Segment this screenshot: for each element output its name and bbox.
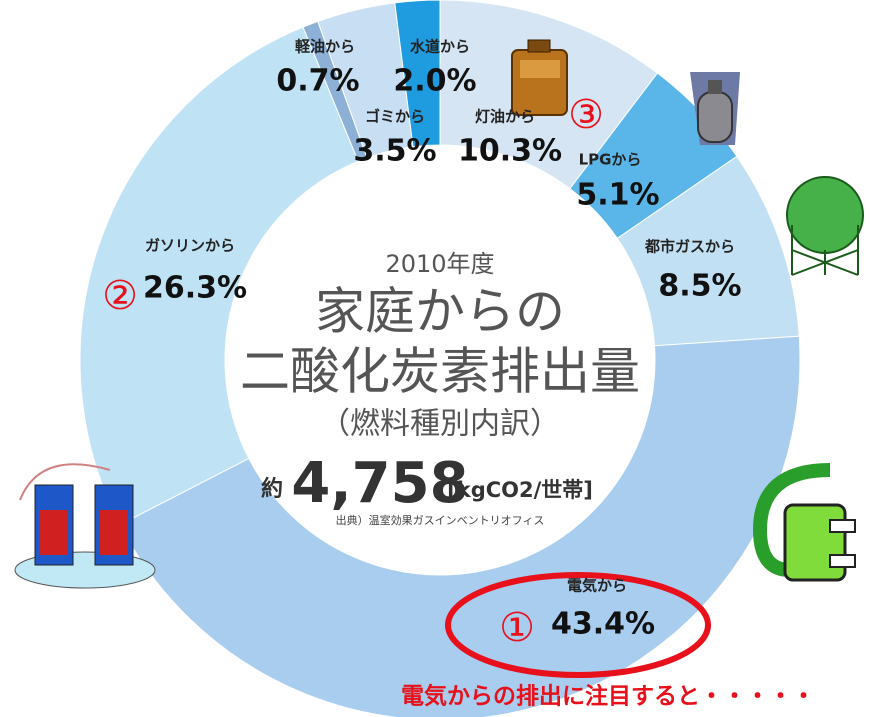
- value-label: 26.3%: [143, 271, 247, 306]
- segment-name: 電気から: [567, 577, 627, 595]
- annotation: ③: [568, 92, 604, 138]
- value-label: 3.5%: [353, 134, 436, 169]
- highlight-ellipse: [445, 572, 711, 678]
- donut-segment: [119, 335, 801, 717]
- value-label: 5.1%: [576, 178, 659, 213]
- gas-tank-icon: [786, 176, 864, 276]
- annotation: ①: [499, 605, 535, 651]
- gas-pump-icon: [14, 463, 156, 589]
- center-title: 家庭からの: [315, 283, 565, 341]
- segment-name: 都市ガスから: [644, 238, 735, 256]
- segment-name: 水道から: [410, 38, 470, 56]
- donut: [79, 0, 801, 717]
- segment-name: 灯油から: [475, 108, 535, 126]
- center-title: 二酸化炭素排出量: [240, 343, 640, 401]
- value-label: 8.5%: [658, 269, 741, 304]
- value-label: 10.3%: [458, 134, 562, 169]
- value-label: 43.4%: [551, 607, 655, 642]
- total-value: 4,758: [291, 451, 468, 516]
- segment-name: ガソリンから: [145, 237, 235, 255]
- value-label: 0.7%: [276, 64, 359, 99]
- donut-segment: [79, 26, 359, 526]
- segment-name: 軽油から: [295, 38, 355, 56]
- segment-name: LPGから: [579, 151, 642, 169]
- lpg-icon: [690, 72, 740, 145]
- plug-icon: [752, 463, 856, 582]
- center-year: 2010年度: [385, 250, 494, 278]
- total-prefix: 約: [261, 476, 283, 502]
- source: 出典）温室効果ガスインベントリオフィス: [336, 513, 545, 527]
- total-unit: [kgCO2/世帯]: [447, 478, 593, 502]
- segment-name: ゴミから: [365, 108, 425, 126]
- caption: 電気からの排出に注目すると・・・・・: [401, 683, 815, 710]
- annotation: ②: [102, 273, 138, 319]
- value-label: 2.0%: [393, 64, 476, 99]
- donut-segment: [394, 0, 441, 148]
- center-subtitle: （燃料種別内訳）: [320, 407, 560, 442]
- kerosene-can-icon: [511, 39, 568, 116]
